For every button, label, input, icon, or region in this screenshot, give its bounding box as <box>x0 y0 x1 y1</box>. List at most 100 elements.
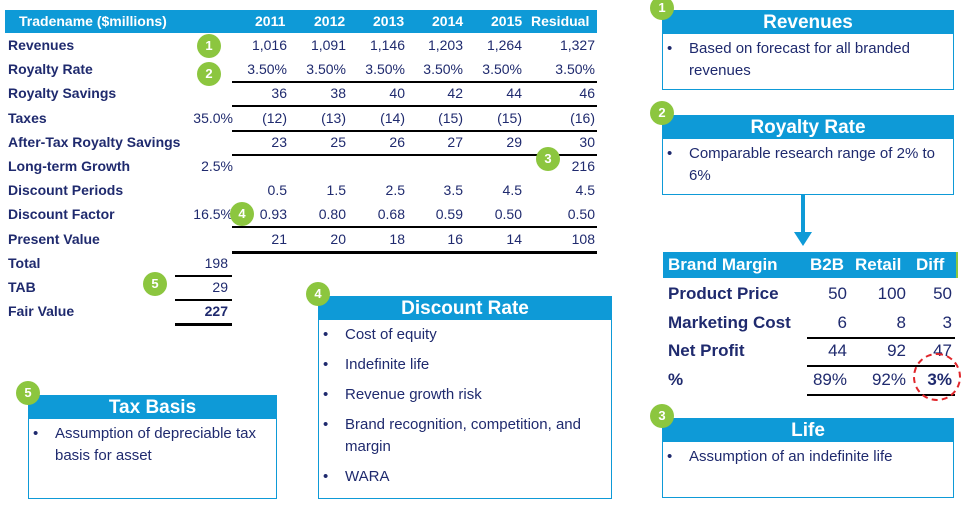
row-cell: (15) <box>497 109 522 126</box>
life-bullets: Assumption of an indefinite life <box>663 446 953 468</box>
row-label: Present Value <box>8 230 100 247</box>
row-cell: 0.68 <box>377 206 405 223</box>
bm-divider <box>807 393 955 396</box>
row-divider <box>232 129 597 132</box>
header-2013: 2013 <box>373 13 405 29</box>
row-label: Revenues <box>8 37 75 53</box>
bullet-item: WARA <box>323 466 601 488</box>
summary-row: TAB 29 <box>5 276 597 300</box>
brand-margin-header: Brand Margin B2B Retail Diff <box>663 252 958 278</box>
row-cell: 0.5 <box>267 182 287 199</box>
revenues-badge: 1 <box>650 0 674 20</box>
bm-cell: 100 <box>877 284 906 303</box>
row-cell: 3.50% <box>555 61 595 78</box>
tax-bullets: Assumption of depreciable tax basis for … <box>29 423 276 467</box>
row-divider <box>232 250 597 254</box>
row-cell: 0.50 <box>567 206 595 223</box>
row-cell: 0.93 <box>259 206 287 223</box>
bm-row-label: % <box>668 369 684 389</box>
row-cell: 38 <box>330 85 346 102</box>
bullet-item: Cost of equity <box>323 324 601 346</box>
header-2012: 2012 <box>314 13 346 29</box>
row-label: Taxes <box>8 109 47 126</box>
table-row: Long-term Growth 2.5% 216 <box>5 155 597 179</box>
bullet-item: Indefinite life <box>323 354 601 376</box>
bm-header-diff: Diff <box>916 255 945 274</box>
table-row: Royalty Savings 36 38 40 42 44 46 <box>5 82 597 106</box>
bm-cell: 92% <box>871 369 906 389</box>
bm-row: Marketing Cost 6 8 3 <box>663 311 958 339</box>
row-cell: 27 <box>447 133 463 150</box>
summary-divider <box>175 299 232 301</box>
bm-cell: 3 <box>942 312 952 332</box>
row-label: Long-term Growth <box>8 158 131 174</box>
row-cell: 3.50% <box>365 61 405 78</box>
tax-badge: 5 <box>16 381 40 405</box>
summary-label: Total <box>8 255 41 271</box>
summary-value: 198 <box>204 255 228 271</box>
row-cell: 1,091 <box>310 37 346 53</box>
row-cell: 4.5 <box>502 182 522 199</box>
row-cell: 18 <box>389 230 405 247</box>
row-cell: 3.5 <box>443 182 463 199</box>
bm-header-retail: Retail <box>855 255 902 274</box>
table-row: After-Tax Royalty Savings 23 25 26 27 29 30 <box>5 131 597 155</box>
row-cell: 1,264 <box>486 37 522 53</box>
bm-row: Product Price 50 100 50 <box>663 282 958 310</box>
discount-box-title: Discount Rate <box>319 297 611 320</box>
row-cell: 46 <box>579 85 595 102</box>
row-cell: 20 <box>330 230 346 247</box>
bm-row: Net Profit 44 92 47 <box>663 339 958 367</box>
life-box: Life Assumption of an indefinite life <box>662 418 954 498</box>
royalty-box: Royalty Rate Comparable research range of… <box>662 115 954 195</box>
header-2014: 2014 <box>432 13 464 29</box>
table-row: Discount Periods 0.5 1.5 2.5 3.5 4.5 4.5 <box>5 179 597 203</box>
row-label: Royalty Rate <box>8 61 93 78</box>
life-badge: 3 <box>650 404 674 428</box>
row-cell: 16 <box>447 230 463 247</box>
row-cell: 14 <box>506 230 522 247</box>
bm-cell: 50 <box>933 284 952 303</box>
row-cell: (13) <box>321 109 346 126</box>
row-cell: 42 <box>447 85 463 102</box>
summary-value: 227 <box>204 303 228 319</box>
bm-divider <box>807 336 955 339</box>
row-label: Discount Periods <box>8 182 124 199</box>
row-cell: 3.50% <box>423 61 463 78</box>
header-2011: 2011 <box>255 13 286 29</box>
bm-header-b2b: B2B <box>810 255 845 274</box>
row-label: Discount Factor <box>8 206 115 223</box>
row-divider <box>232 226 597 229</box>
highlight-circle <box>913 353 961 401</box>
arrow-down-icon <box>794 232 812 246</box>
bullet-item: Revenue growth risk <box>323 384 601 406</box>
row-cell: (16) <box>570 109 595 126</box>
badge-1: 1 <box>197 34 221 58</box>
bullet-item: Assumption of an indefinite life <box>667 446 943 468</box>
badge-4: 4 <box>230 202 254 226</box>
row-divider <box>232 81 597 84</box>
tax-box: Tax Basis Assumption of depreciable tax b… <box>28 395 277 499</box>
bm-cell: 6 <box>837 312 847 332</box>
row-cell: 40 <box>389 85 405 102</box>
row-cell: 216 <box>571 158 595 174</box>
bm-divider <box>807 365 955 367</box>
table-row: Royalty Rate 3.50% 3.50% 3.50% 3.50% 3.50% 3.… <box>5 58 597 82</box>
bm-row-label: Product Price <box>668 284 779 303</box>
bm-cell: 44 <box>828 341 847 360</box>
row-cell: 4.5 <box>575 182 595 199</box>
row-cell: (15) <box>438 109 463 126</box>
arrow-shaft <box>801 195 805 233</box>
row-param: 16.5% <box>193 206 233 223</box>
row-cell: 1,146 <box>369 37 405 53</box>
table-row: Revenues 1,016 1,091 1,146 1,203 1,264 1,327 <box>5 34 597 58</box>
row-label: After-Tax Royalty Savings <box>8 133 181 150</box>
row-cell: 44 <box>506 85 522 102</box>
row-param: 2.5% <box>201 158 233 174</box>
summary-label: TAB <box>8 279 36 295</box>
bm-cell: 92 <box>887 341 906 360</box>
royalty-box-title: Royalty Rate <box>663 116 953 139</box>
row-param: 35.0% <box>193 109 233 126</box>
tax-box-title: Tax Basis <box>29 396 276 419</box>
table-row: Discount Factor 16.5% 0.93 0.80 0.68 0.59 0.5… <box>5 203 597 227</box>
